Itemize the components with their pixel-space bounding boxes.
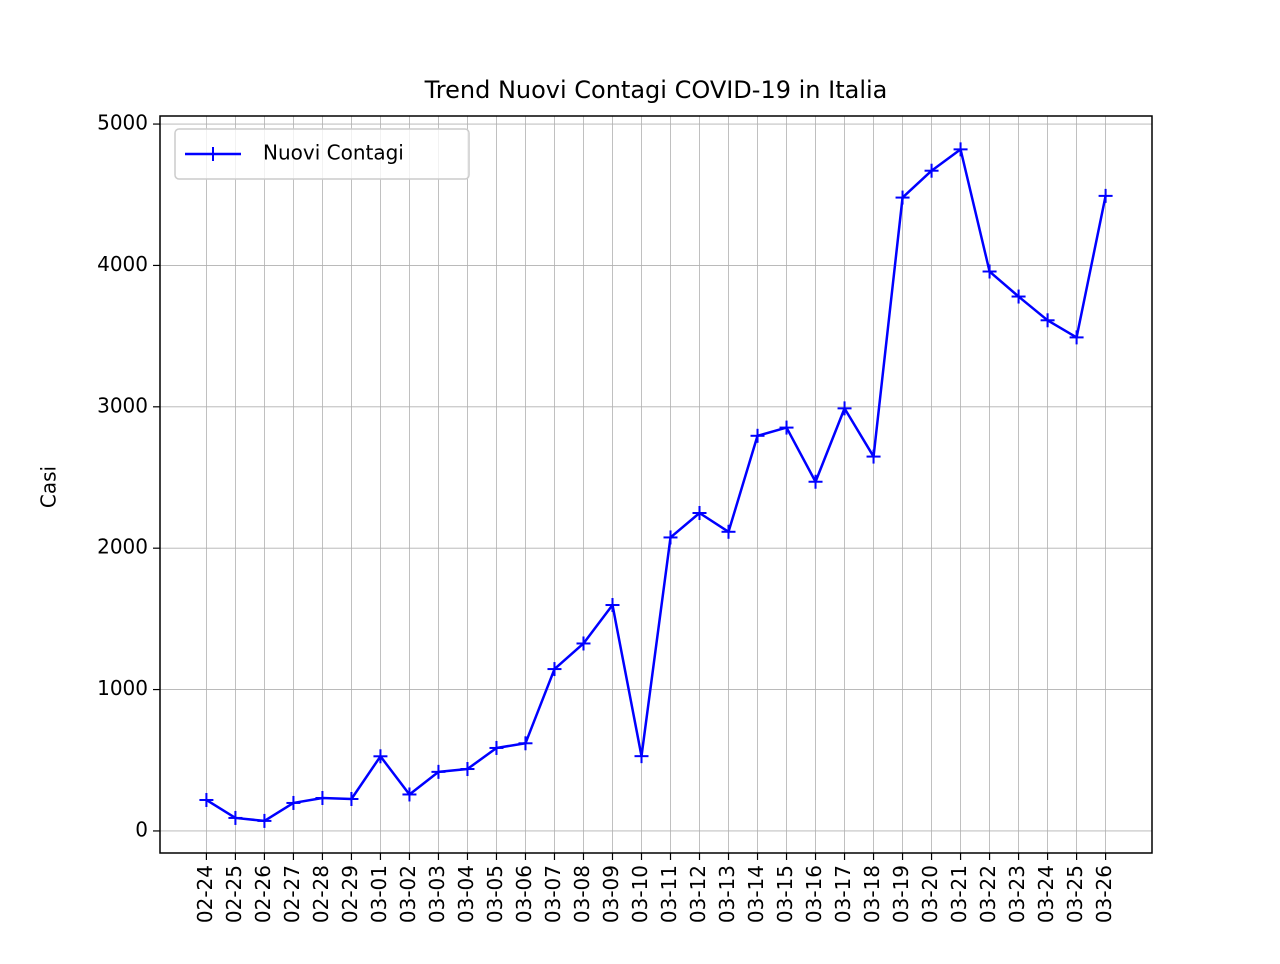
y-tick-label: 0: [135, 817, 148, 841]
marker: [750, 428, 765, 443]
x-tick-label: 03-25: [1063, 865, 1087, 923]
marker: [402, 787, 417, 802]
marker: [344, 791, 359, 806]
x-tick-label: 03-22: [976, 865, 1000, 923]
x-tick-label: 03-20: [918, 865, 942, 923]
marker: [1098, 188, 1113, 203]
y-axis-label: Casi: [37, 466, 61, 508]
marker: [1040, 313, 1055, 328]
x-tick-label: 03-10: [628, 865, 652, 923]
marker: [634, 749, 649, 764]
marker: [866, 449, 881, 464]
marker: [489, 740, 504, 755]
marker: [605, 598, 620, 613]
y-tick-label: 2000: [97, 535, 148, 559]
marker: [206, 147, 220, 161]
x-tick-label: 03-07: [541, 865, 565, 923]
x-tick-label: 03-05: [483, 865, 507, 923]
marker: [808, 474, 823, 489]
x-tick-label: 02-28: [309, 865, 333, 923]
y-tick-label: 4000: [97, 252, 148, 276]
marker: [547, 662, 562, 677]
marker: [1069, 330, 1084, 345]
x-tick-label: 02-29: [338, 865, 362, 923]
y-tick-label: 3000: [97, 393, 148, 417]
x-tick-label: 03-15: [773, 865, 797, 923]
x-tick-label: 02-25: [222, 865, 246, 923]
x-tick-label: 03-02: [396, 865, 420, 923]
x-tick-label: 02-26: [251, 865, 275, 923]
marker: [1011, 289, 1026, 304]
x-tick-label: 03-16: [802, 865, 826, 923]
marker: [286, 795, 301, 810]
x-tick-label: 03-14: [744, 865, 768, 923]
x-tick-label: 03-01: [367, 865, 391, 923]
marker: [953, 142, 968, 157]
plot-frame: [159, 115, 1153, 854]
x-tick-label: 03-18: [860, 865, 884, 923]
x-tick-label: 02-24: [193, 865, 217, 923]
marker: [228, 810, 243, 825]
x-tick-label: 03-13: [715, 865, 739, 923]
x-tick-label: 03-21: [947, 865, 971, 923]
marker: [518, 736, 533, 751]
x-tick-label: 03-03: [425, 865, 449, 923]
marker: [663, 530, 678, 545]
legend-box: [174, 128, 470, 180]
x-tick-label: 03-19: [889, 865, 913, 923]
marker: [982, 264, 997, 279]
marker: [895, 190, 910, 205]
x-tick-label: 03-24: [1034, 865, 1058, 923]
x-tick-label: 03-09: [599, 865, 623, 923]
legend-label: Nuovi Contagi: [263, 141, 404, 165]
x-tick-label: 03-08: [570, 865, 594, 923]
x-tick-label: 03-26: [1092, 865, 1116, 923]
marker: [779, 420, 794, 435]
marker: [257, 813, 272, 828]
marker: [924, 163, 939, 178]
marker: [576, 636, 591, 651]
marker: [373, 749, 388, 764]
x-tick-label: 03-17: [831, 865, 855, 923]
x-tick-label: 03-04: [454, 865, 478, 923]
y-tick-label: 1000: [97, 676, 148, 700]
y-tick-label: 5000: [97, 111, 148, 135]
x-tick-label: 03-12: [686, 865, 710, 923]
marker: [199, 792, 214, 807]
x-tick-label: 03-06: [512, 865, 536, 923]
chart-title: Trend Nuovi Contagi COVID-19 in Italia: [424, 76, 888, 104]
marker: [315, 791, 330, 806]
marker: [431, 764, 446, 779]
x-tick-label: 03-11: [657, 865, 681, 923]
x-tick-label: 02-27: [280, 865, 304, 923]
marker: [460, 762, 475, 777]
x-tick-label: 03-23: [1005, 865, 1029, 923]
marker: [837, 401, 852, 416]
marker: [721, 524, 736, 539]
line: [205, 148, 1107, 823]
marker: [692, 505, 707, 520]
